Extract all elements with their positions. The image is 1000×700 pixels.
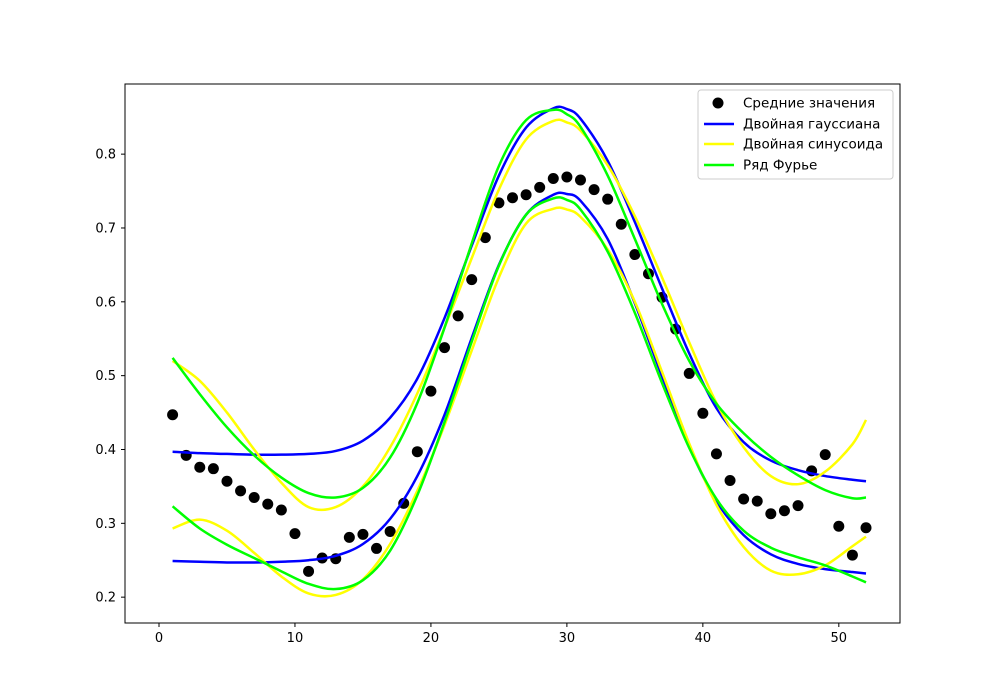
x-axis: 0 10 20 30 40 50 bbox=[155, 623, 847, 646]
y-tick-label: 0.2 bbox=[95, 591, 116, 606]
series-line-sine-lower bbox=[172, 206, 867, 598]
x-tick-label: 30 bbox=[559, 631, 576, 646]
scatter-point bbox=[303, 565, 315, 577]
scatter-point bbox=[860, 522, 872, 534]
scatter-point bbox=[466, 274, 478, 286]
scatter-point bbox=[221, 475, 233, 487]
scatter-point bbox=[411, 446, 423, 458]
scatter-point bbox=[235, 485, 247, 497]
scatter-point bbox=[425, 385, 437, 397]
legend-label-gauss: Двойная гауссиана bbox=[743, 117, 880, 133]
y-tick-label: 0.6 bbox=[95, 295, 116, 310]
scatter-point bbox=[275, 504, 287, 516]
legend-label-scatter: Средние значения bbox=[743, 96, 875, 112]
scatter-point bbox=[561, 171, 573, 183]
scatter-point bbox=[493, 197, 505, 209]
series-line-fourier-upper bbox=[171, 108, 867, 500]
scatter-point bbox=[738, 493, 750, 505]
series-line-gauss-upper bbox=[172, 105, 867, 483]
y-tick-label: 0.7 bbox=[95, 221, 116, 236]
scatter-point bbox=[602, 193, 614, 205]
scatter-point bbox=[194, 461, 206, 473]
scatter-point bbox=[479, 232, 491, 244]
y-axis: 0.2 0.3 0.4 0.5 0.6 0.7 0.8 bbox=[95, 148, 125, 606]
scatter-point bbox=[262, 498, 274, 510]
scatter-point bbox=[615, 218, 627, 230]
legend: Средние значения Двойная гауссиана Двойн… bbox=[697, 89, 894, 180]
scatter-point bbox=[439, 342, 451, 354]
scatter-point bbox=[724, 474, 736, 486]
scatter-point bbox=[683, 367, 695, 379]
scatter-point bbox=[846, 549, 858, 561]
x-tick-label: 20 bbox=[423, 631, 440, 646]
y-tick-label: 0.8 bbox=[95, 148, 116, 163]
scatter-point bbox=[751, 495, 763, 507]
series-line-fourier-lower bbox=[171, 196, 867, 591]
scatter-point bbox=[792, 500, 804, 512]
scatter-point bbox=[574, 174, 586, 186]
y-tick-label: 0.3 bbox=[95, 517, 116, 532]
scatter-point bbox=[833, 520, 845, 532]
plot-area bbox=[167, 105, 872, 598]
scatter-point bbox=[765, 508, 777, 520]
scatter-point bbox=[343, 531, 355, 543]
scatter-point bbox=[384, 525, 396, 537]
scatter-point bbox=[629, 249, 641, 261]
x-tick-label: 50 bbox=[831, 631, 848, 646]
x-tick-label: 0 bbox=[155, 631, 163, 646]
scatter-point bbox=[248, 491, 260, 503]
legend-marker-scatter bbox=[712, 97, 724, 109]
scatter-point bbox=[507, 192, 518, 204]
scatter-point bbox=[207, 463, 219, 475]
scatter-point bbox=[778, 505, 790, 517]
scatter-point bbox=[710, 448, 722, 460]
scatter-point bbox=[534, 181, 546, 193]
y-tick-label: 0.5 bbox=[95, 369, 116, 384]
legend-label-sine: Двойная синусоида bbox=[743, 137, 883, 153]
legend-label-fourier: Ряд Фурье bbox=[743, 158, 817, 174]
scatter-point bbox=[547, 173, 559, 185]
axes-frame bbox=[124, 83, 901, 624]
scatter-point bbox=[167, 409, 179, 421]
scatter-point bbox=[357, 528, 369, 540]
scatter-point bbox=[819, 449, 831, 461]
x-tick-label: 10 bbox=[287, 631, 304, 646]
scatter-point bbox=[371, 542, 383, 554]
scatter-point bbox=[452, 310, 464, 322]
y-tick-label: 0.4 bbox=[95, 443, 116, 458]
x-tick-label: 40 bbox=[695, 631, 712, 646]
scatter-point bbox=[520, 189, 532, 201]
series-line-sine-upper bbox=[171, 118, 868, 512]
scatter-point bbox=[697, 407, 709, 419]
scatter-point bbox=[289, 528, 301, 540]
scatter-point bbox=[588, 184, 600, 196]
legend-box bbox=[697, 89, 894, 180]
